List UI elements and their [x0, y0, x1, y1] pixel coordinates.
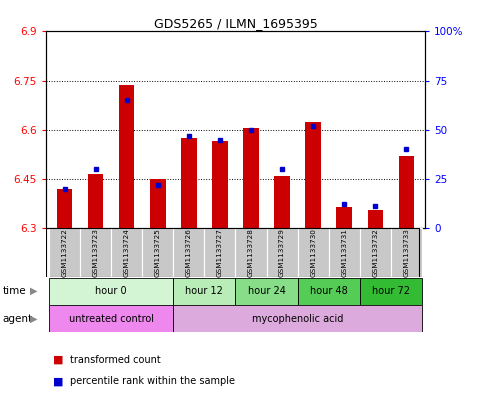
Bar	[368, 210, 383, 228]
Bar	[236, 278, 298, 305]
Text: mycophenolic acid: mycophenolic acid	[252, 314, 343, 324]
Bar	[49, 305, 173, 332]
Text: transformed count: transformed count	[70, 354, 161, 365]
Bar	[267, 228, 298, 277]
Text: ▶: ▶	[30, 286, 38, 296]
Bar	[243, 128, 259, 228]
Bar	[298, 228, 329, 277]
Bar	[88, 174, 103, 228]
Bar	[236, 228, 267, 277]
Bar	[150, 179, 166, 228]
Bar	[360, 278, 422, 305]
Bar	[204, 228, 236, 277]
Text: GSM1133730: GSM1133730	[310, 228, 316, 277]
Bar	[298, 278, 360, 305]
Title: GDS5265 / ILMN_1695395: GDS5265 / ILMN_1695395	[154, 17, 317, 30]
Text: GSM1133731: GSM1133731	[341, 228, 347, 277]
Text: hour 12: hour 12	[185, 286, 223, 296]
Bar	[173, 305, 422, 332]
Text: percentile rank within the sample: percentile rank within the sample	[70, 376, 235, 386]
Text: GSM1133728: GSM1133728	[248, 228, 254, 277]
Text: GSM1133724: GSM1133724	[124, 228, 130, 277]
Bar	[49, 228, 80, 277]
Text: hour 48: hour 48	[310, 286, 348, 296]
Bar	[398, 156, 414, 228]
Bar	[57, 189, 72, 228]
Text: GSM1133722: GSM1133722	[61, 228, 68, 277]
Text: hour 0: hour 0	[95, 286, 127, 296]
Text: time: time	[2, 286, 26, 296]
Bar	[360, 228, 391, 277]
Bar	[329, 228, 360, 277]
Text: GSM1133726: GSM1133726	[186, 228, 192, 277]
Text: ▶: ▶	[30, 314, 38, 324]
Bar	[337, 207, 352, 228]
Text: GSM1133733: GSM1133733	[403, 228, 410, 277]
Bar	[274, 176, 290, 228]
Text: untreated control: untreated control	[69, 314, 154, 324]
Text: GSM1133729: GSM1133729	[279, 228, 285, 277]
Bar	[119, 86, 134, 228]
Bar	[305, 121, 321, 228]
Bar	[391, 228, 422, 277]
Bar	[212, 141, 227, 228]
Text: GSM1133732: GSM1133732	[372, 228, 378, 277]
Text: agent: agent	[2, 314, 32, 324]
Text: GSM1133725: GSM1133725	[155, 228, 161, 277]
Bar	[49, 278, 173, 305]
Bar	[173, 228, 204, 277]
Text: GSM1133727: GSM1133727	[217, 228, 223, 277]
Bar	[142, 228, 173, 277]
Bar	[111, 228, 142, 277]
Bar	[173, 278, 236, 305]
Bar	[181, 138, 197, 228]
Text: ■: ■	[53, 376, 64, 386]
Text: hour 24: hour 24	[248, 286, 285, 296]
Text: hour 72: hour 72	[372, 286, 410, 296]
Bar	[80, 228, 111, 277]
Text: GSM1133723: GSM1133723	[93, 228, 99, 277]
Text: ■: ■	[53, 354, 64, 365]
